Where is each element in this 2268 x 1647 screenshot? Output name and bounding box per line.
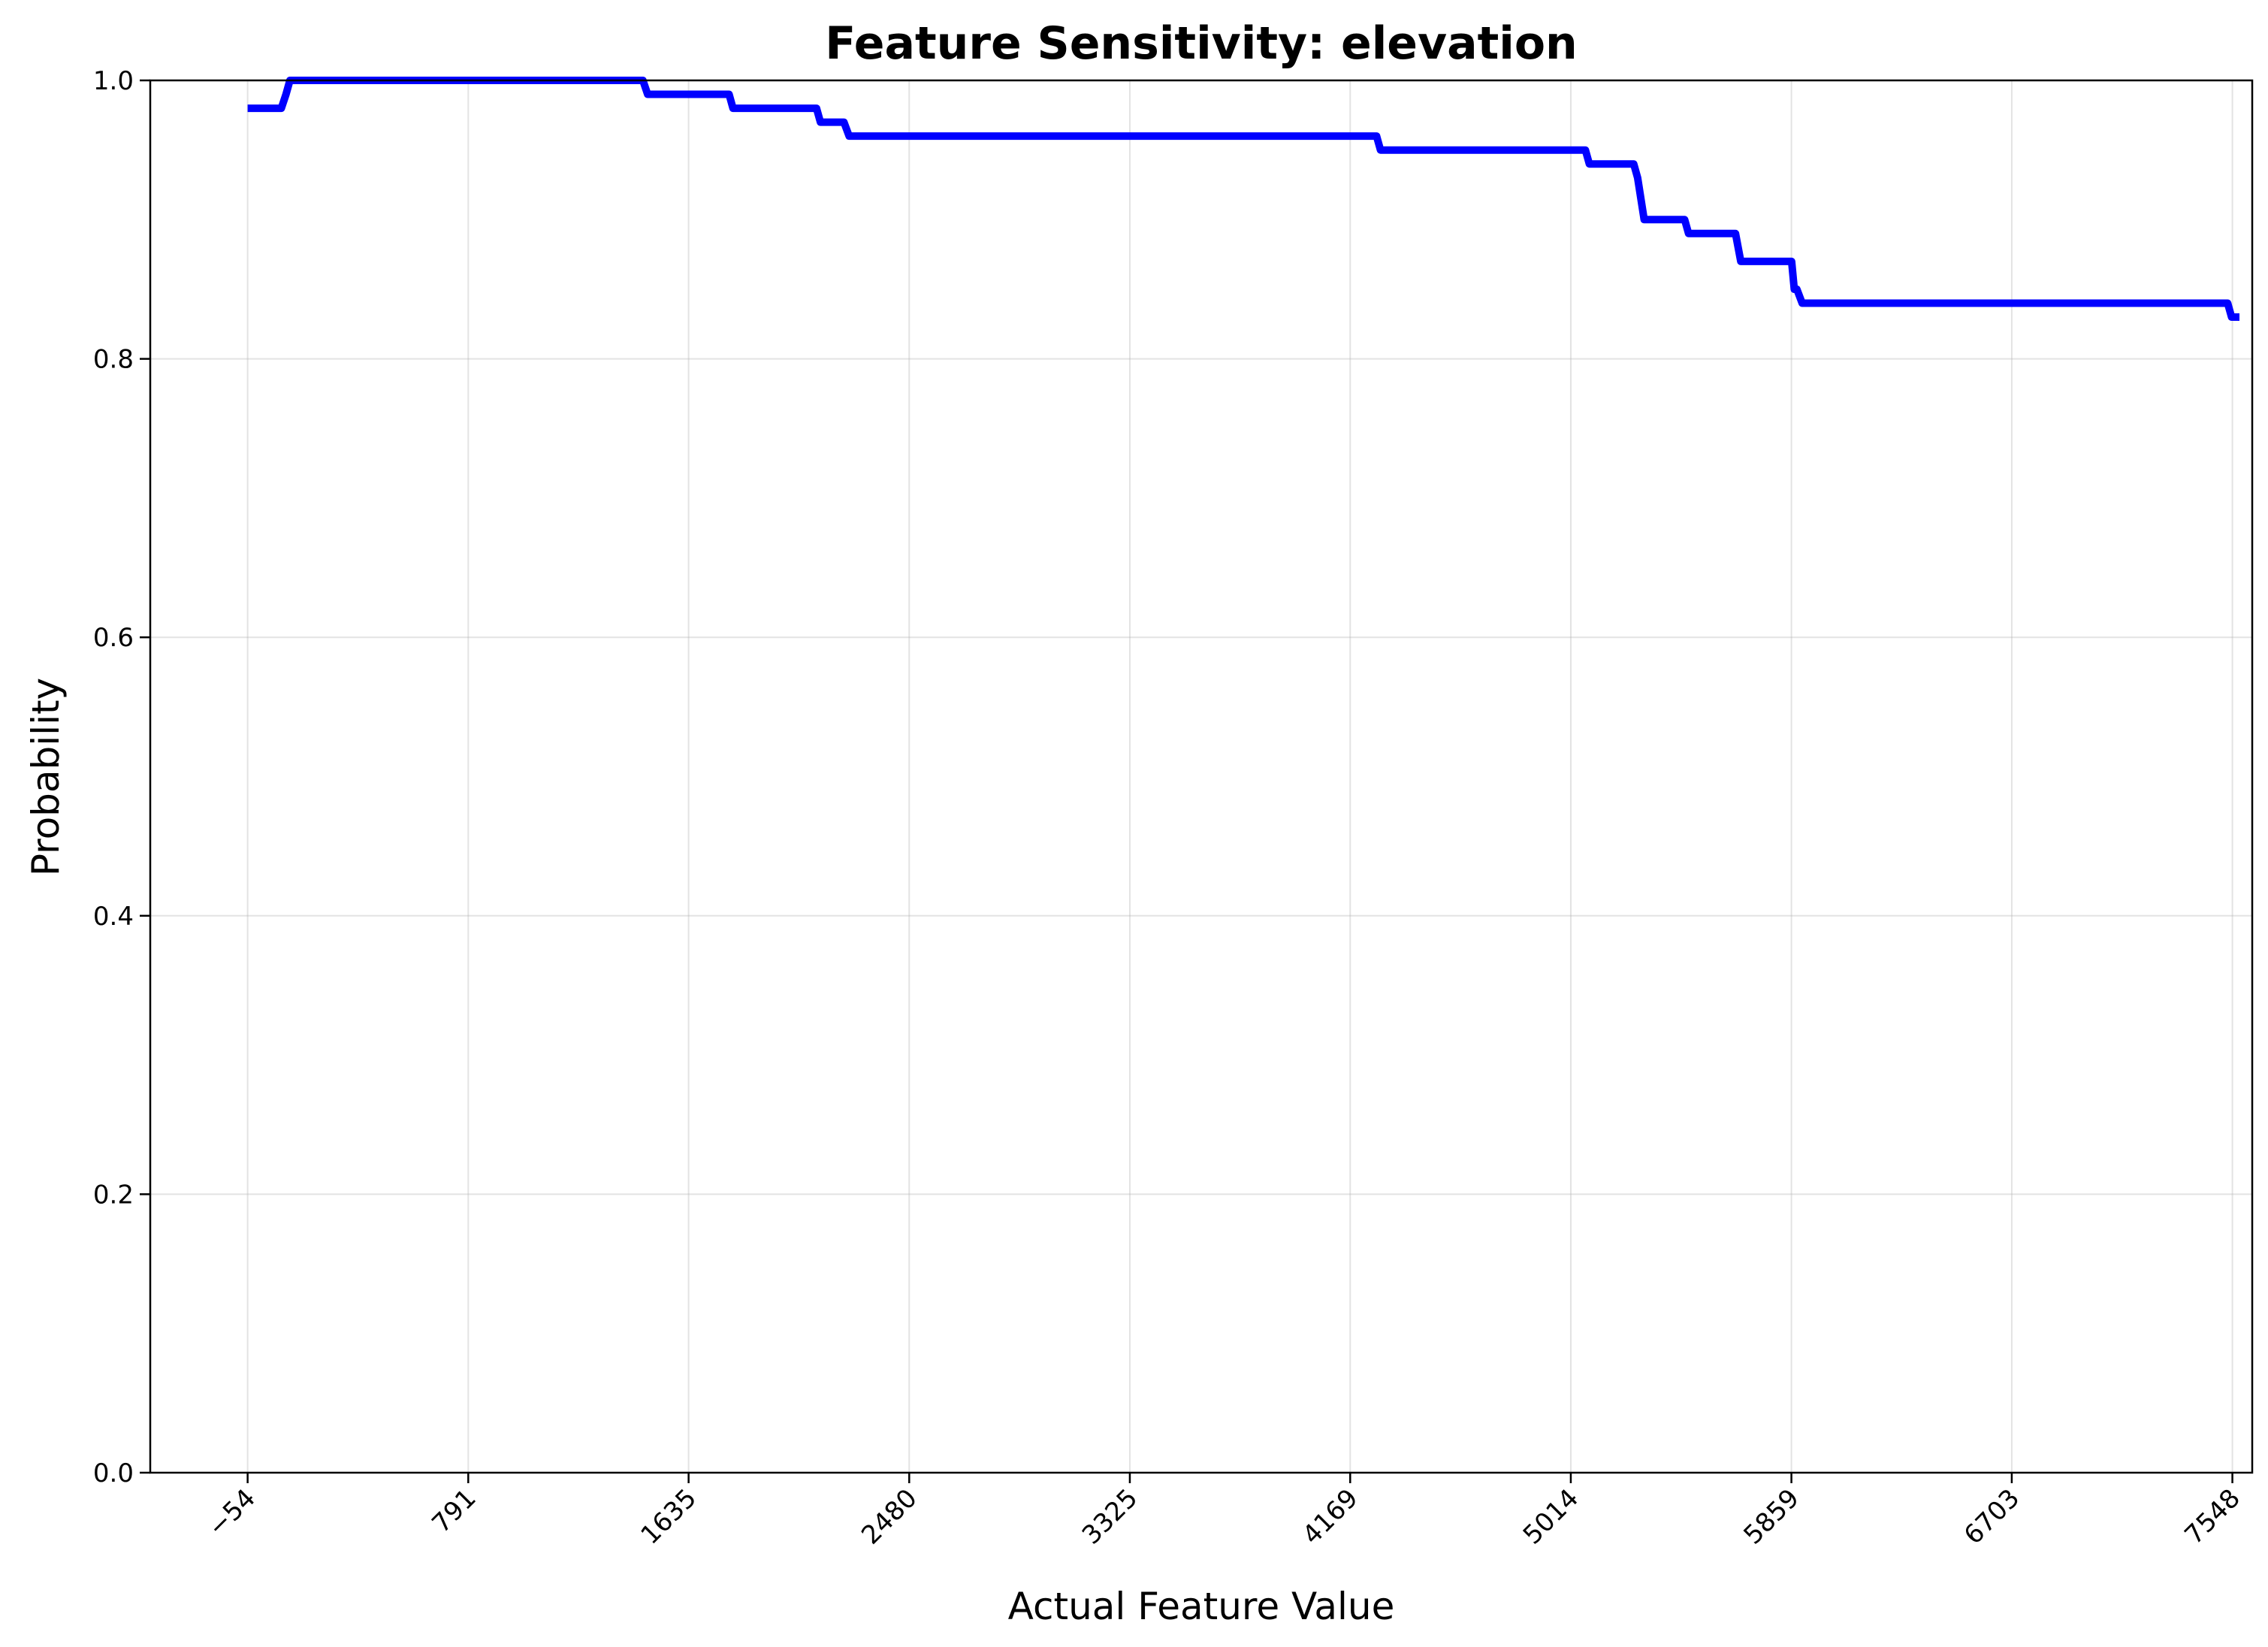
series-lines: [247, 77, 2239, 321]
y-tick-label: 1.0: [93, 66, 134, 96]
x-tick-label: 5014: [1518, 1483, 1584, 1550]
plot-frame: [149, 79, 2254, 1474]
x-tick-label: 6703: [1958, 1483, 2025, 1550]
grid-lines: [150, 80, 2252, 1473]
x-tick-label: 4169: [1297, 1483, 1364, 1550]
y-tick-label: 0.6: [93, 623, 134, 653]
x-tick-label: 1635: [636, 1483, 702, 1550]
y-tick-label: 0.8: [93, 345, 134, 375]
x-tick-label: 791: [426, 1483, 482, 1539]
y-tick-label: 0.4: [93, 902, 134, 932]
x-tick-label: 5859: [1738, 1483, 1804, 1550]
chart-title: Feature Sensitivity: elevation: [825, 17, 1578, 70]
y-axis-label: Probability: [24, 678, 68, 876]
x-tick-label: 2480: [856, 1483, 923, 1550]
x-tick-label: −54: [202, 1483, 261, 1543]
y-tick-label: 0.2: [93, 1180, 134, 1210]
series-line: [247, 77, 2239, 321]
axis-ticks: −54 791 1635 2480 3325 4169 5014 5859 6703 7548 0.…: [93, 66, 2246, 1551]
x-tick-label: 7548: [2179, 1483, 2245, 1550]
x-axis-label: Actual Feature Value: [1008, 1585, 1395, 1628]
x-tick-label: 3325: [1077, 1483, 1143, 1550]
y-tick-label: 0.0: [93, 1458, 134, 1488]
